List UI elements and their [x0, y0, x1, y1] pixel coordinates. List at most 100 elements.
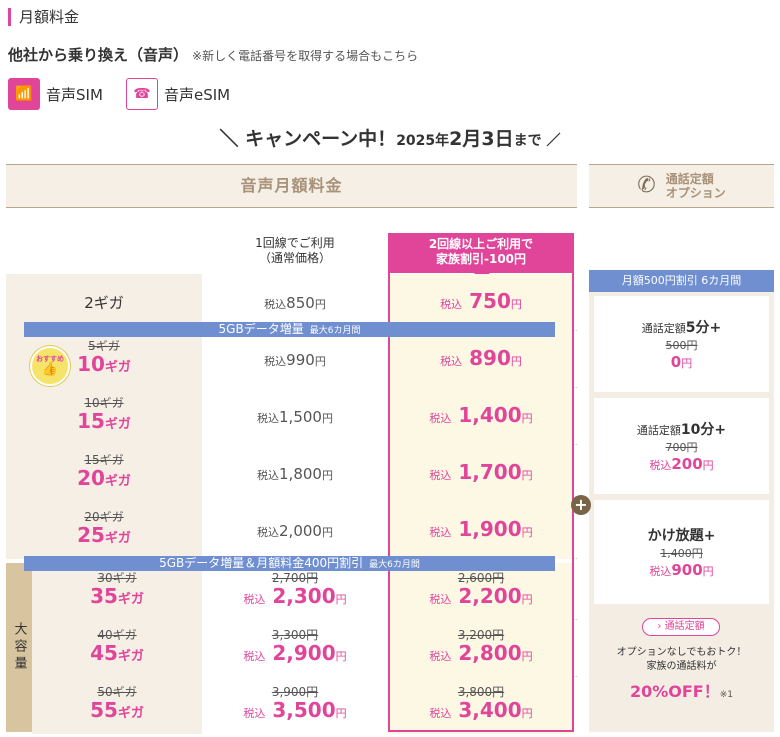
campaign-date: 2月3日	[449, 128, 514, 150]
tax-prefix: 税込	[257, 525, 280, 539]
col-normal-line2: （通常価格）	[258, 251, 331, 265]
tax-prefix: 税込	[257, 411, 280, 425]
normal-price-cell: 税込1,800円	[202, 445, 388, 502]
tax-prefix: 税込	[264, 354, 287, 368]
normal-price-cell: 2,700円 税込 2,300円	[202, 563, 388, 620]
option-prefix: 通話定額	[636, 424, 681, 437]
option-prefix: 通話定額	[641, 322, 686, 335]
family-call-discount: 20%OFF！※1	[594, 678, 769, 702]
option-name: 10分+	[680, 422, 727, 438]
phone-icon: ✆	[637, 173, 656, 198]
yen: 円	[321, 411, 333, 425]
discount-note: ※1	[719, 690, 734, 700]
call-plan-link[interactable]: › 通話定額	[642, 618, 720, 636]
plan-gb: 45	[90, 641, 118, 665]
yen: 円	[321, 468, 333, 482]
heading-main: 他社から乗り換え（音声）	[8, 46, 189, 64]
column-header-normal: 1回線でご利用 （通常価格）	[202, 236, 388, 266]
giga-unit: ギガ	[117, 649, 144, 664]
yen: 円	[321, 525, 333, 539]
yen: 円	[335, 707, 347, 720]
section-title: 月額料金	[8, 8, 79, 26]
discount-text: 20%OFF！	[629, 682, 720, 701]
normal-price: 3,500	[272, 698, 336, 722]
plan-cell: 15ギガ 20ギガ	[6, 445, 202, 502]
option-new-prefix: 税込	[649, 459, 672, 472]
family-price: 1,400	[458, 402, 522, 427]
sim-type-voice: 📶 音声SIM	[8, 78, 103, 110]
option-discount-banner: 月額500円割引 6カ月間	[589, 270, 774, 292]
plan-cell: 40ギガ 45ギガ	[32, 620, 202, 677]
normal-price: 2,300	[272, 584, 336, 608]
price-table-header: 音声月額料金	[6, 164, 577, 208]
family-column-border	[388, 273, 574, 732]
family-price-cell: 税込 750円	[388, 274, 574, 331]
tax-prefix: 税込	[429, 707, 452, 720]
normal-price: 990	[286, 350, 315, 369]
tax-prefix: 税込	[440, 297, 463, 311]
family-price-cell: 税込 1,900円	[388, 502, 574, 559]
giga-unit: ギガ	[117, 706, 144, 721]
tax-prefix: 税込	[440, 354, 463, 368]
option-new-price: 0	[670, 353, 682, 371]
normal-price-cell: 3,900円 税込 3,500円	[202, 677, 388, 734]
table-row: 5ギガ 10ギガ 税込990円 税込 890円	[6, 331, 577, 388]
yen: 円	[314, 354, 326, 368]
normal-price: 1,500	[279, 407, 322, 426]
old-plan: 20ギガ	[84, 510, 124, 524]
normal-price-cell: 税込2,000円	[202, 502, 388, 559]
yen: 円	[702, 459, 714, 472]
family-price-cell: 税込 1,700円	[388, 445, 574, 502]
table-row: 50ギガ 55ギガ 3,900円 税込 3,500円 3,800円 税込 3,400円	[6, 677, 577, 734]
table-row: 15ギガ 20ギガ 税込1,800円 税込 1,700円	[6, 445, 577, 502]
yen: 円	[521, 707, 533, 720]
plan-cell: 20ギガ 25ギガ	[6, 502, 202, 559]
plan-gb: 15	[77, 409, 105, 433]
tax-prefix: 税込	[257, 468, 280, 482]
campaign-year: 2025年	[396, 133, 450, 149]
yen: 円	[521, 593, 533, 606]
yen: 円	[521, 650, 533, 663]
data-boost-discount-banner: 5GBデータ増量＆月額料金400円割引 最大6カ月間	[24, 556, 555, 571]
esim-icon: ☎	[126, 78, 158, 110]
plan-gb: 20	[77, 466, 105, 490]
option-card-5min: 通話定額5分+ 500円 0円	[594, 296, 769, 392]
giga-unit: ギガ	[104, 417, 131, 432]
normal-price: 1,800	[279, 464, 322, 483]
giga-unit: ギガ	[117, 592, 144, 607]
option-header-line2: オプション	[665, 186, 726, 200]
family-price: 3,400	[458, 698, 522, 722]
normal-old-price: 3,300円	[271, 628, 319, 642]
plan-cell: 10ギガ 15ギガ	[6, 388, 202, 445]
option-card-unlimited: かけ放題+ 1,400円 税込900円	[594, 500, 769, 604]
sim-icon: 📶	[8, 78, 40, 110]
yen: 円	[335, 593, 347, 606]
giga-unit: ギガ	[104, 531, 131, 546]
tax-prefix: 税込	[243, 593, 266, 606]
yen: 円	[521, 411, 533, 425]
tax-prefix: 税込	[429, 650, 452, 663]
normal-old-price: 2,700円	[271, 571, 319, 585]
family-price-cell: 税込 890円	[388, 331, 574, 388]
option-note-line1: オプションなしでもおトク！	[616, 647, 747, 658]
plan-gb: 35	[90, 584, 118, 608]
tax-prefix: 税込	[429, 525, 452, 539]
tax-prefix: 税込	[264, 297, 287, 311]
plus-icon: +	[571, 495, 591, 515]
table-row: 10ギガ 15ギガ 税込1,500円 税込 1,400円	[6, 388, 577, 445]
data-boost-banner: 5GBデータ増量 最大6カ月間	[24, 322, 555, 337]
option-header: ✆ 通話定額 オプション	[589, 164, 774, 208]
normal-old-price: 3,900円	[271, 685, 319, 699]
old-plan: 15ギガ	[84, 453, 124, 467]
old-plan: 10ギガ	[84, 396, 124, 410]
option-card-10min: 通話定額10分+ 700円 税込200円	[594, 398, 769, 494]
family-price-cell: 3,800円 税込 3,400円	[388, 677, 574, 734]
option-name: 5分+	[685, 320, 722, 336]
big-capacity-label: 大容量	[6, 563, 32, 732]
plan-gb: 25	[77, 523, 105, 547]
tax-prefix: 税込	[429, 411, 452, 425]
tax-prefix: 税込	[243, 707, 266, 720]
old-plan: 30ギガ	[97, 571, 137, 585]
badge-text: おすすめ	[36, 355, 64, 363]
family-price-cell: 3,200円 税込 2,800円	[388, 620, 574, 677]
